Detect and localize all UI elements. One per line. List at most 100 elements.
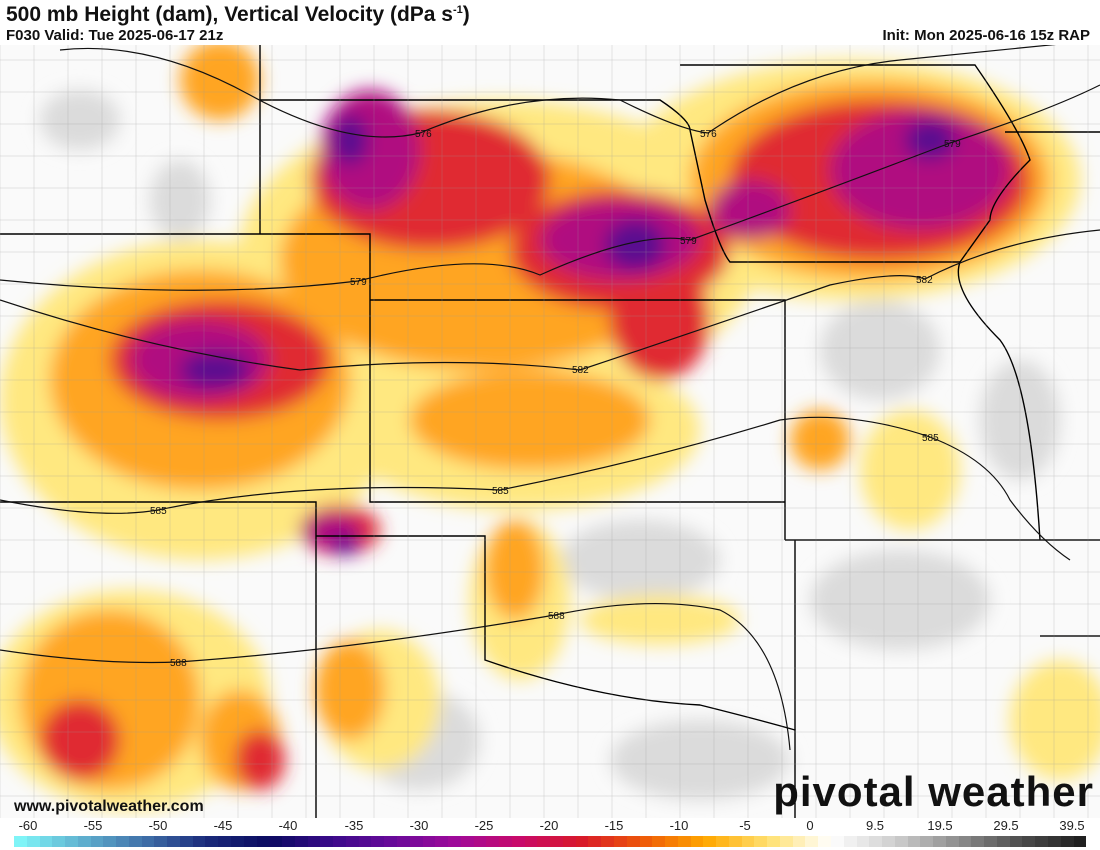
- colorbar-swatch: [524, 836, 538, 847]
- colorbar-swatch: [1009, 836, 1023, 847]
- valid-time: F030 Valid: Tue 2025-06-17 21z: [6, 27, 224, 44]
- colorbar-swatch: [779, 836, 793, 847]
- colorbar-swatch: [333, 836, 346, 847]
- title-text: 500 mb Height (dam), Vertical Velocity (…: [6, 3, 453, 26]
- colorbar-label: -30: [409, 818, 429, 833]
- colorbar-swatch: [460, 836, 474, 847]
- colorbar-swatch: [601, 836, 614, 847]
- init-time: Init: Mon 2025-06-16 15z RAP: [882, 27, 1090, 44]
- colorbar-swatch: [103, 836, 117, 847]
- colorbar-swatch: [205, 836, 219, 847]
- colorbar-swatch: [690, 836, 704, 847]
- colorbar-swatch: [435, 836, 449, 847]
- colorbar-label: -20: [539, 818, 559, 833]
- colorbar-swatch: [499, 836, 512, 847]
- colorbar-swatch: [958, 836, 972, 847]
- colorbar-swatch: [537, 836, 551, 847]
- colorbar-swatch: [358, 836, 372, 847]
- colorbar-swatch: [218, 836, 232, 847]
- colorbar-swatch: [371, 836, 385, 847]
- contour-label: 588: [170, 658, 187, 669]
- colorbar-swatch: [831, 836, 844, 847]
- colorbar-label: -40: [278, 818, 298, 833]
- colorbar-label: 19.5: [927, 818, 953, 833]
- colorbar-swatch: [26, 836, 40, 847]
- colorbar-swatch: [652, 836, 666, 847]
- colorbar-swatch: [613, 836, 627, 847]
- colorbar-swatch: [716, 836, 729, 847]
- colorbar-swatch: [588, 836, 602, 847]
- colorbar: [14, 836, 1087, 847]
- colorbar-swatch: [907, 836, 921, 847]
- colorbar-swatch: [409, 836, 423, 847]
- weather-map[interactable]: 576 576 579 579 579 582 582 585 585 585 …: [0, 45, 1100, 818]
- colorbar-swatch: [550, 836, 563, 847]
- colorbar-swatch: [754, 836, 768, 847]
- colorbar-swatch: [996, 836, 1010, 847]
- colorbar-swatch: [294, 836, 308, 847]
- colorbar-label: 0: [806, 818, 814, 833]
- colorbar-swatch: [741, 836, 755, 847]
- contour-582: [0, 229, 1100, 371]
- colorbar-swatch: [511, 836, 525, 847]
- colorbar-swatch: [486, 836, 500, 847]
- colorbar-swatch: [384, 836, 397, 847]
- colorbar-swatch: [665, 836, 678, 847]
- colorbar-label: -35: [344, 818, 364, 833]
- contour-label: 579: [350, 277, 367, 288]
- colorbar-label: -45: [213, 818, 233, 833]
- colorbar-swatch: [231, 836, 244, 847]
- contour-585: [0, 416, 1071, 561]
- colorbar-swatch: [1073, 836, 1087, 847]
- colorbar-label: -50: [148, 818, 168, 833]
- contour-label: 585: [150, 506, 167, 517]
- colorbar-swatch: [154, 836, 168, 847]
- colorbar-swatch: [282, 836, 295, 847]
- contour-labels: 576 576 579 579 579 582 582 585 585 585 …: [150, 129, 961, 669]
- colorbar-swatch: [14, 836, 27, 847]
- contour-label: 579: [944, 139, 961, 150]
- contour-label: 585: [492, 486, 509, 497]
- colorbar-swatch: [728, 836, 742, 847]
- colorbar-label: 39.5: [1059, 818, 1085, 833]
- county-lines: [0, 45, 1100, 818]
- colorbar-swatch: [179, 836, 193, 847]
- colorbar-swatch: [52, 836, 66, 847]
- colorbar-swatch: [320, 836, 334, 847]
- contour-label: 582: [572, 365, 589, 376]
- colorbar-swatch: [1035, 836, 1049, 847]
- contour-label: 576: [700, 129, 717, 140]
- colorbar-swatch: [971, 836, 985, 847]
- colorbar-label: 9.5: [865, 818, 885, 833]
- contour-576: [59, 45, 1057, 138]
- colorbar-label: -60: [18, 818, 38, 833]
- colorbar-label: -25: [474, 818, 494, 833]
- contour-588: [0, 603, 791, 751]
- colorbar-label: -5: [739, 818, 751, 833]
- colorbar-swatch: [677, 836, 691, 847]
- colorbar-swatch: [792, 836, 806, 847]
- contour-label: 576: [415, 129, 432, 140]
- colorbar-swatch: [307, 836, 321, 847]
- colorbar-swatch: [920, 836, 934, 847]
- colorbar-swatch: [894, 836, 908, 847]
- map-title: 500 mb Height (dam), Vertical Velocity (…: [6, 3, 470, 27]
- contour-label: 579: [680, 236, 697, 247]
- contour-label: 588: [548, 611, 565, 622]
- colorbar-swatch: [1022, 836, 1036, 847]
- colorbar-swatch: [703, 836, 717, 847]
- colorbar-swatch: [869, 836, 883, 847]
- colorbar-swatch: [65, 836, 78, 847]
- colorbar-swatch: [345, 836, 359, 847]
- colorbar-swatch: [141, 836, 155, 847]
- colorbar-swatch: [422, 836, 436, 847]
- colorbar-swatch: [269, 836, 283, 847]
- colorbar-swatch: [945, 836, 959, 847]
- colorbar-label: -55: [83, 818, 103, 833]
- contour-label: 585: [922, 433, 939, 444]
- colorbar-swatch: [1048, 836, 1061, 847]
- colorbar-swatch: [767, 836, 780, 847]
- colorbar-swatch: [192, 836, 206, 847]
- colorbar-swatch: [639, 836, 653, 847]
- title-superscript: -1: [453, 4, 463, 16]
